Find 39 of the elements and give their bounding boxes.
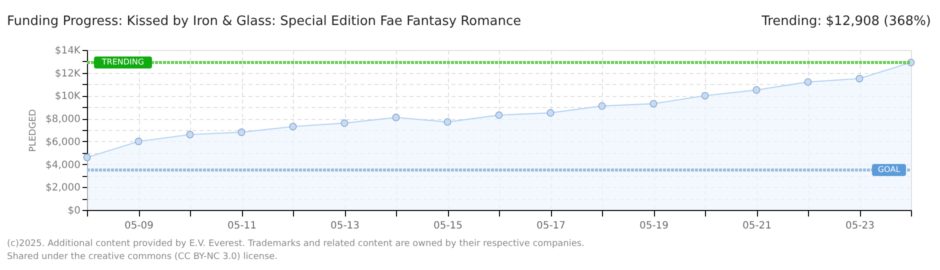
x-tick-label: 05-19 [639, 220, 669, 232]
point [546, 109, 554, 117]
ref-line-label: GOAL [878, 165, 901, 174]
x-tick-label: 05-17 [536, 220, 566, 232]
point [134, 138, 142, 146]
y-tick-label: $14K [54, 46, 81, 56]
y-tick-label: $0 [68, 206, 80, 216]
x-tick-label: 05-15 [433, 220, 463, 232]
point [392, 114, 400, 122]
y-tick-label: $4,000 [46, 160, 80, 171]
point [444, 118, 452, 126]
point [598, 102, 606, 110]
x-tick-label: 05-13 [330, 220, 360, 232]
y-axis-title: PLEDGED [28, 109, 39, 152]
chart-title: Funding Progress: Kissed by Iron & Glass: Special Edition Fae Fantasy Romance [7, 14, 522, 29]
point [238, 128, 246, 136]
point [340, 119, 348, 127]
text: (c)2025. Additional content provided by E.V. Everest. Trademarks and related content are owned by their respective companies. [7, 239, 584, 249]
point [856, 74, 864, 82]
y-tick-label: $2,000 [46, 182, 80, 194]
x-tick-label: 05-09 [124, 220, 154, 232]
point [650, 100, 658, 108]
y-tick-label: $8,000 [46, 114, 80, 126]
point [701, 92, 709, 100]
x-tick-label: 05-11 [227, 220, 257, 232]
y-tick-label: $12K [54, 68, 81, 80]
point [186, 130, 194, 138]
text: Shared under the creative commons (CC BY-NC 3.0) license. [7, 252, 278, 262]
point [752, 86, 760, 94]
point [83, 154, 91, 162]
point [804, 78, 812, 86]
y-tick-label: $6,000 [46, 136, 80, 148]
point [495, 111, 503, 119]
x-tick-label: 05-21 [742, 220, 772, 232]
y-tick-label: $10K [54, 91, 81, 102]
x-tick-label: 05-23 [845, 220, 875, 232]
ref-line-label: TRENDING [100, 57, 144, 66]
point [289, 122, 297, 130]
text: Trending: $12,908 (368%) [760, 14, 931, 29]
